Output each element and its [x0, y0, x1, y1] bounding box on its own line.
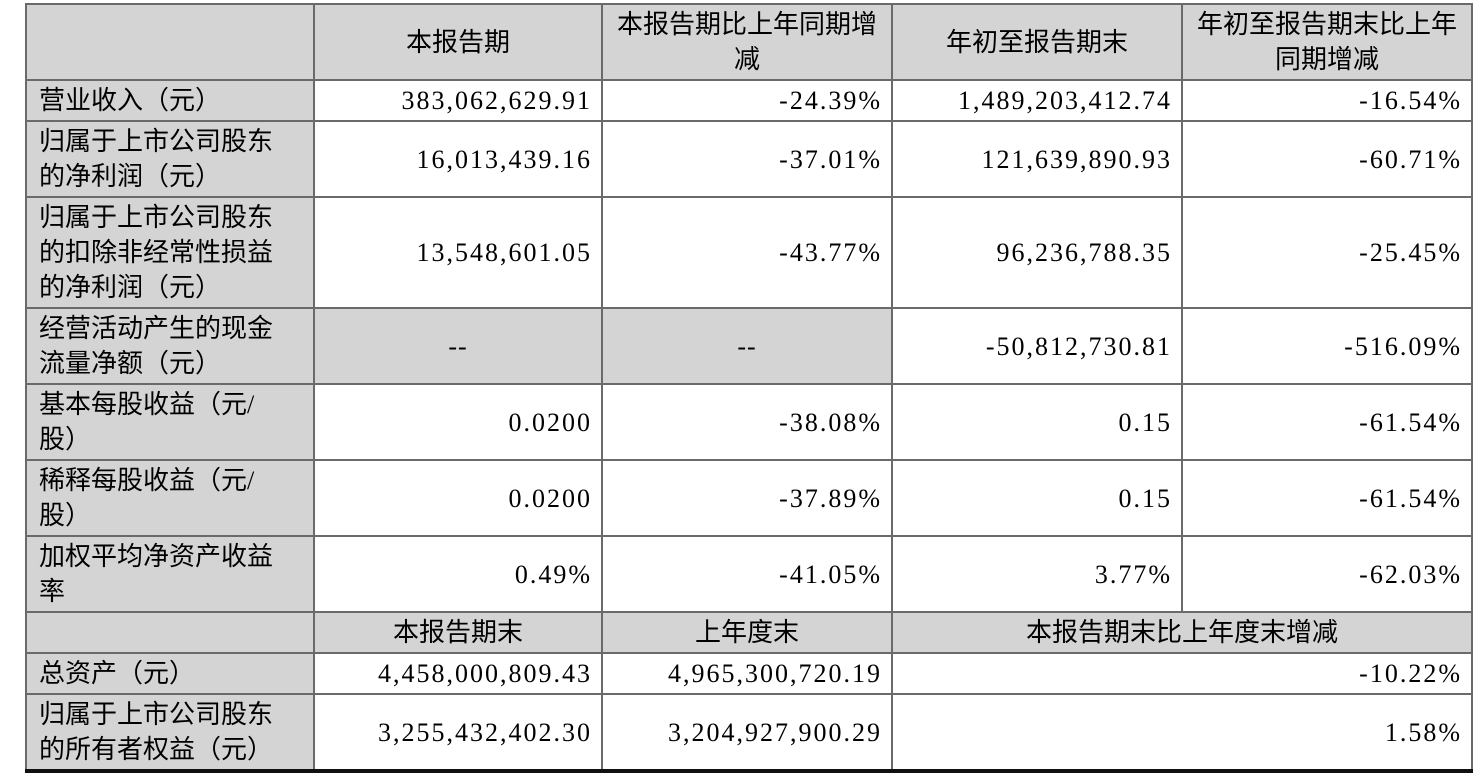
report-table-container: 本报告期 本报告期比上年同期增减 年初至报告期末 年初至报告期末比上年同期增减 …: [25, 3, 1473, 773]
table-row-owners-equity: 归属于上市公司股东的所有者权益（元） 3,255,432,402.30 3,20…: [25, 693, 1473, 772]
section2-header-row: 本报告期末 上年度末 本报告期末比上年度末增减: [25, 611, 1473, 654]
header-cell-year-to-date-yoy-change: 年初至报告期末比上年同期增减: [1181, 3, 1473, 81]
row-label: 基本每股收益（元/股）: [25, 383, 315, 461]
row-label: 归属于上市公司股东的净利润（元）: [25, 120, 315, 198]
cell-value: -41.05%: [601, 535, 893, 613]
cell-value: 0.0200: [313, 383, 603, 461]
cell-value: -516.09%: [1181, 307, 1473, 385]
row-label: 总资产（元）: [25, 652, 315, 695]
cell-value: -10.22%: [891, 652, 1473, 695]
table-header-row: 本报告期 本报告期比上年同期增减 年初至报告期末 年初至报告期末比上年同期增减: [25, 3, 1473, 81]
header-cell-empty: [25, 611, 315, 654]
table-row-net-profit: 归属于上市公司股东的净利润（元） 16,013,439.16 -37.01% 1…: [25, 120, 1473, 198]
table-row-net-profit-excl-nonrecurring: 归属于上市公司股东的扣除非经常性损益的净利润（元） 13,548,601.05 …: [25, 196, 1473, 309]
table-row-operating-revenue: 营业收入（元） 383,062,629.91 -24.39% 1,489,203…: [25, 79, 1473, 122]
header-cell-year-to-date: 年初至报告期末: [891, 3, 1183, 81]
header-cell-period-vs-lastyear-change: 本报告期末比上年度末增减: [891, 611, 1473, 654]
cell-value: 4,965,300,720.19: [601, 652, 893, 695]
cell-value: 3.77%: [891, 535, 1183, 613]
cell-value: -37.89%: [601, 459, 893, 537]
cell-value: -16.54%: [1181, 79, 1473, 122]
row-label: 经营活动产生的现金流量净额（元）: [25, 307, 315, 385]
cell-value: -61.54%: [1181, 459, 1473, 537]
cell-value: 0.0200: [313, 459, 603, 537]
row-label: 加权平均净资产收益率: [25, 535, 315, 613]
cell-value: 1,489,203,412.74: [891, 79, 1183, 122]
cell-value: 16,013,439.16: [313, 120, 603, 198]
row-label: 归属于上市公司股东的扣除非经常性损益的净利润（元）: [25, 196, 315, 309]
header-cell-end-of-last-year: 上年度末: [601, 611, 893, 654]
cell-value: -37.01%: [601, 120, 893, 198]
cell-value: 1.58%: [891, 693, 1473, 772]
header-cell-end-of-period: 本报告期末: [313, 611, 603, 654]
table-row-basic-eps: 基本每股收益（元/股） 0.0200 -38.08% 0.15 -61.54%: [25, 383, 1473, 461]
table-row-weighted-avg-roe: 加权平均净资产收益率 0.49% -41.05% 3.77% -62.03%: [25, 535, 1473, 613]
cell-value: -60.71%: [1181, 120, 1473, 198]
table-row-operating-cash-flow: 经营活动产生的现金流量净额（元） -- -- -50,812,730.81 -5…: [25, 307, 1473, 385]
cell-value: -38.08%: [601, 383, 893, 461]
cell-value: 0.15: [891, 459, 1183, 537]
financial-summary-table: 本报告期 本报告期比上年同期增减 年初至报告期末 年初至报告期末比上年同期增减 …: [25, 3, 1473, 773]
cell-value: 0.49%: [313, 535, 603, 613]
cell-value: -61.54%: [1181, 383, 1473, 461]
cell-value: -25.45%: [1181, 196, 1473, 309]
cell-value: 121,639,890.93: [891, 120, 1183, 198]
cell-value: -43.77%: [601, 196, 893, 309]
table-row-diluted-eps: 稀释每股收益（元/股） 0.0200 -37.89% 0.15 -61.54%: [25, 459, 1473, 537]
cell-value-na: --: [313, 307, 603, 385]
row-label: 归属于上市公司股东的所有者权益（元）: [25, 693, 315, 772]
cell-value: -62.03%: [1181, 535, 1473, 613]
cell-value: 383,062,629.91: [313, 79, 603, 122]
header-cell-current-period: 本报告期: [313, 3, 603, 81]
cell-value: 3,255,432,402.30: [313, 693, 603, 772]
cell-value: 96,236,788.35: [891, 196, 1183, 309]
row-label: 营业收入（元）: [25, 79, 315, 122]
cell-value-na: --: [601, 307, 893, 385]
row-label: 稀释每股收益（元/股）: [25, 459, 315, 537]
cell-value: -50,812,730.81: [891, 307, 1183, 385]
table-row-total-assets: 总资产（元） 4,458,000,809.43 4,965,300,720.19…: [25, 652, 1473, 695]
header-cell-empty: [25, 3, 315, 81]
cell-value: -24.39%: [601, 79, 893, 122]
cell-value: 3,204,927,900.29: [601, 693, 893, 772]
header-cell-current-period-yoy-change: 本报告期比上年同期增减: [601, 3, 893, 81]
cell-value: 13,548,601.05: [313, 196, 603, 309]
cell-value: 0.15: [891, 383, 1183, 461]
cell-value: 4,458,000,809.43: [313, 652, 603, 695]
